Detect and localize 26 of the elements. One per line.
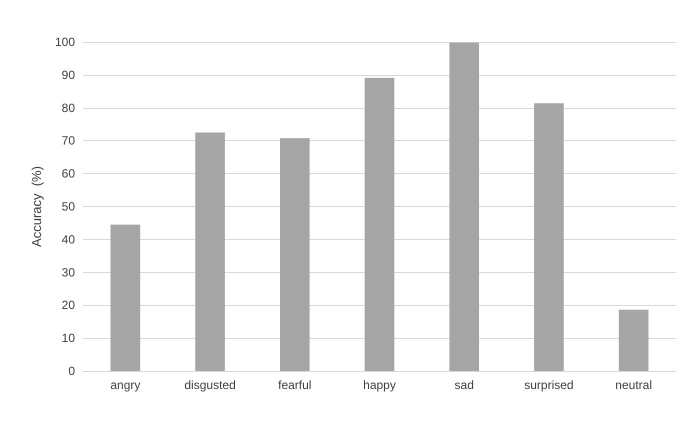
- x-tick-label: neutral: [615, 378, 652, 392]
- y-tick-label: 100: [54, 35, 76, 49]
- x-tick-label: fearful: [278, 378, 312, 392]
- x-tick-label: happy: [363, 378, 396, 392]
- y-tick-label: 30: [62, 265, 76, 280]
- y-tick-label: 40: [62, 232, 76, 246]
- y-tick-label: 0: [68, 364, 76, 378]
- bar: [618, 310, 648, 371]
- y-tick-label: 50: [62, 200, 76, 214]
- y-tick-label: 60: [62, 166, 76, 181]
- y-tick-label: 80: [62, 100, 76, 115]
- y-tick-label: 10: [62, 331, 76, 346]
- bar: [280, 138, 310, 371]
- bar: [195, 132, 225, 371]
- bar: [364, 78, 394, 371]
- y-tick-label: 90: [62, 68, 76, 82]
- bar: [110, 224, 140, 371]
- y-tick-label: 70: [62, 134, 76, 148]
- y-tick-label: 20: [62, 298, 76, 312]
- x-tick-label: sad: [454, 378, 474, 392]
- bar: [534, 103, 564, 371]
- x-tick-label: disgusted: [184, 378, 236, 392]
- x-tick-label: surprised: [524, 378, 574, 392]
- y-axis-title: Accuracy (%): [29, 166, 44, 247]
- bar: [449, 42, 480, 371]
- x-tick-label: angry: [110, 378, 140, 392]
